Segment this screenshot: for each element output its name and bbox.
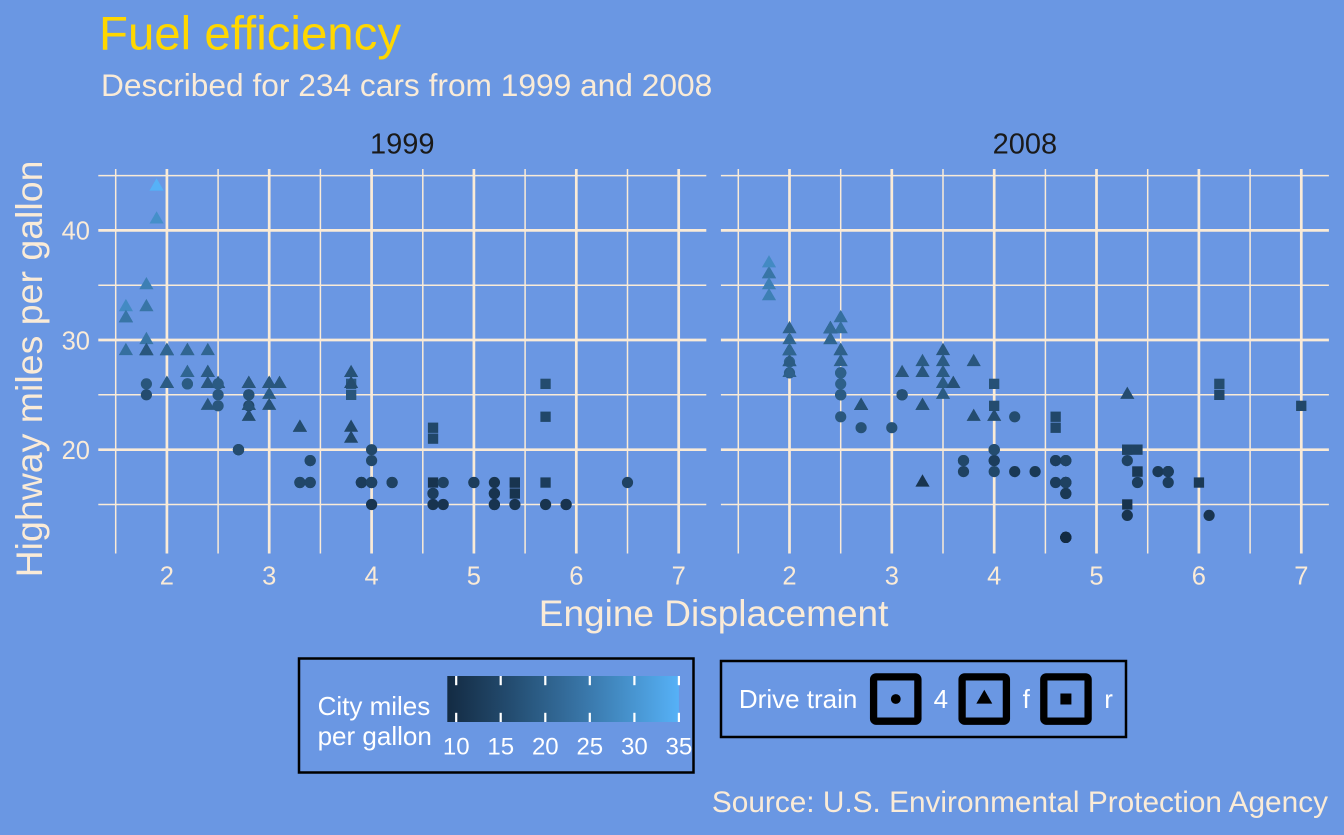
svg-text:25: 25 xyxy=(576,734,603,761)
svg-text:7: 7 xyxy=(1294,562,1308,590)
svg-text:15: 15 xyxy=(487,734,514,761)
svg-text:4: 4 xyxy=(365,562,379,590)
svg-text:10: 10 xyxy=(443,734,470,761)
svg-text:3: 3 xyxy=(885,562,899,590)
svg-text:per gallon: per gallon xyxy=(318,721,432,751)
svg-text:Highway miles per gallon: Highway miles per gallon xyxy=(8,161,50,578)
svg-text:2008: 2008 xyxy=(993,129,1058,161)
svg-text:f: f xyxy=(1023,684,1031,714)
svg-text:r: r xyxy=(1104,684,1113,714)
svg-text:1999: 1999 xyxy=(370,129,435,161)
svg-text:7: 7 xyxy=(672,562,686,590)
svg-text:Engine Displacement: Engine Displacement xyxy=(539,593,889,634)
svg-text:Described for 234 cars from 19: Described for 234 cars from 1999 and 200… xyxy=(101,67,712,103)
svg-text:5: 5 xyxy=(467,562,481,590)
svg-text:Fuel efficiency: Fuel efficiency xyxy=(99,8,401,61)
svg-text:20: 20 xyxy=(62,437,90,465)
svg-text:Source: U.S. Environmental Pro: Source: U.S. Environmental Protection Ag… xyxy=(712,786,1328,819)
svg-text:30: 30 xyxy=(62,327,90,355)
svg-text:30: 30 xyxy=(621,734,648,761)
svg-text:6: 6 xyxy=(569,562,583,590)
svg-text:35: 35 xyxy=(666,734,693,761)
svg-text:City miles: City miles xyxy=(318,691,431,721)
svg-text:40: 40 xyxy=(62,218,90,246)
svg-text:5: 5 xyxy=(1089,562,1103,590)
svg-text:4: 4 xyxy=(934,684,948,714)
svg-text:3: 3 xyxy=(262,562,276,590)
svg-text:Drive train: Drive train xyxy=(739,684,857,714)
svg-text:20: 20 xyxy=(532,734,559,761)
svg-text:4: 4 xyxy=(987,562,1001,590)
svg-text:6: 6 xyxy=(1192,562,1206,590)
svg-text:2: 2 xyxy=(782,562,796,590)
svg-text:2: 2 xyxy=(160,562,174,590)
